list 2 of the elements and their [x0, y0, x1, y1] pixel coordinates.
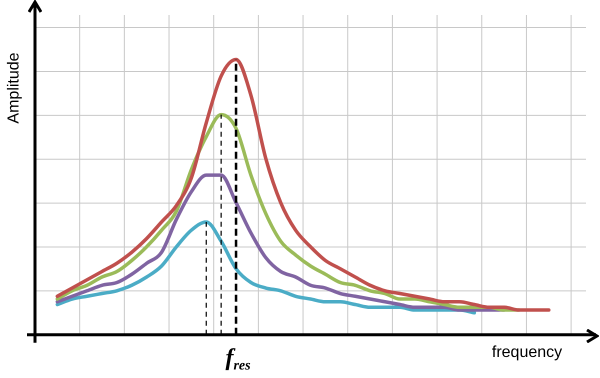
x-axis-title: frequency: [492, 344, 562, 362]
y-axis-title: Amplitude: [5, 52, 22, 124]
